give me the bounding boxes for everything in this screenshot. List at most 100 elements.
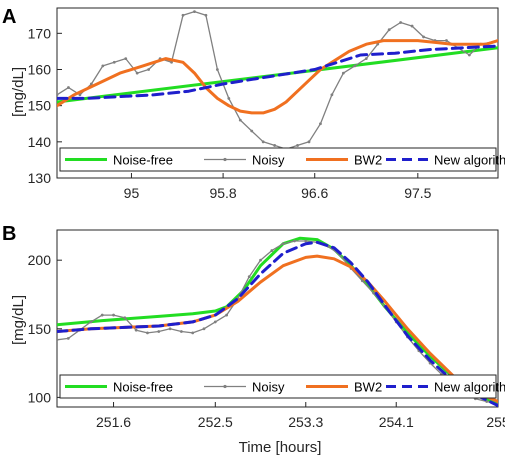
panel-a-noisy-point — [467, 53, 471, 57]
panel-b-legend-label-new-algorithm: New algorithm — [434, 380, 505, 395]
panel-a-noisy-point — [147, 68, 151, 71]
panel-b-noisy-point — [191, 331, 195, 335]
panel-b-noisy-point — [112, 313, 115, 317]
panel-b-noisy-point — [57, 338, 59, 342]
panel-b-noisy-point — [372, 291, 376, 295]
panel-b-series-noise-free — [57, 236, 498, 406]
panel-a-noisy-point — [215, 68, 219, 71]
panel-b-legend-label-noise-free: Noise-free — [113, 380, 173, 395]
panel-a-xtick-label: 96.6 — [301, 185, 328, 201]
panel-b-ylabel: [mg/dL] — [10, 295, 27, 345]
panel-a-noisy-point — [422, 35, 425, 39]
panel-b-noisy-point — [293, 239, 296, 243]
panel-b-noisy-point — [485, 400, 489, 403]
panel-a-noisy-point — [364, 57, 368, 61]
panel-b-noisy-point — [134, 328, 138, 332]
panel-a-noisy-point — [57, 93, 59, 97]
panel-b-xtick-label: 252.5 — [198, 414, 233, 430]
panel-a-legend-box — [59, 147, 497, 172]
panel-b-noisy-point — [225, 313, 229, 317]
panel-b-legend-marker — [223, 384, 227, 389]
panel-a-legend-label-noisy: Noisy — [252, 153, 285, 168]
panel-a-xtick-label: 95 — [124, 185, 140, 201]
panel-b-noisy-point — [179, 330, 183, 333]
panel-a-ytick-label: 170 — [28, 25, 52, 41]
panel-b-ytick-label: 100 — [28, 389, 52, 405]
panel-a-noisy-point — [330, 93, 334, 97]
panel-a-ytick-label: 130 — [28, 170, 52, 186]
panel-a-legend-marker — [223, 157, 227, 162]
panel-b-noisy-point — [168, 327, 172, 331]
panel-a-noisy-point — [89, 82, 93, 86]
panel-a-noisy-point — [67, 86, 70, 89]
panel-a-noisy-point — [319, 122, 322, 126]
panel-a-ytick-label: 140 — [28, 134, 52, 150]
panel-b-series-new-algorithm — [57, 240, 498, 407]
panel-a-ylabel: [mg/dL] — [10, 67, 27, 117]
panel-b-noisy-point — [259, 258, 262, 262]
panel-a-noisy-point — [227, 97, 231, 100]
panel-a-noisy-point — [341, 71, 345, 75]
panel-b-noisy-point — [270, 249, 274, 252]
panel-b-ytick-label: 200 — [28, 252, 52, 268]
panel-a-noisy-point — [296, 144, 299, 147]
panel-a-noisy-point — [261, 140, 265, 144]
panel-a-legend-label-new-algorithm: New algorithm — [434, 153, 505, 168]
panel-b-axes-box — [56, 229, 499, 408]
panel-a-noisy-point — [78, 93, 82, 97]
panel-a-series-bw2 — [57, 39, 498, 115]
panel-a-noisy-point — [445, 39, 448, 42]
panel-a-xtick-label: 97.5 — [404, 185, 431, 201]
panel-a-series-noisy — [57, 10, 498, 150]
panel-b-legend-box — [59, 374, 497, 399]
panel-b-xtick-label: 254.1 — [379, 414, 414, 430]
panel-b-noisy-point — [89, 320, 93, 324]
panel-a-ytick-label: 150 — [28, 98, 52, 114]
panel-a-xtick-label: 95.8 — [209, 185, 236, 201]
panel-a-noisy-point — [250, 129, 254, 133]
panel-b-noisy-point — [146, 331, 149, 335]
panel-a-noisy-point — [135, 71, 139, 75]
panel-a-noisy-point — [112, 60, 116, 64]
panel-a-noisy-point — [353, 64, 357, 68]
panel-b-noisy-point — [213, 320, 217, 324]
panel-a-noisy-point — [399, 21, 403, 24]
panel-a-noisy-point — [387, 28, 391, 32]
panel-b-noisy-point — [100, 313, 104, 317]
panel-b-series-noisy — [57, 240, 498, 405]
panel-a-ytick-label: 160 — [28, 61, 52, 77]
panel-b-noisy-point — [247, 275, 251, 279]
panel-a-noisy-point — [307, 140, 311, 144]
panel-a-plot-area — [57, 10, 498, 151]
panel-b-noisy-point — [304, 239, 308, 243]
panel-a-noisy-point — [193, 10, 196, 14]
panel-a-axes-box — [56, 7, 499, 179]
panel-b-legend-label-noisy: Noisy — [252, 380, 285, 395]
panel-a-legend-label-bw2: BW2 — [354, 153, 382, 168]
panel-a-noisy-point — [124, 57, 128, 61]
panel-a-noisy-point — [170, 60, 173, 64]
panel-a-legend: Noise-free Noisy BW2 New algorithm — [59, 147, 505, 172]
panel-b-noisy-point — [360, 279, 364, 283]
panel-a-noisy-point — [204, 13, 208, 17]
panel-b-noisy-point — [66, 336, 70, 340]
panel-a-noisy-point — [238, 118, 242, 122]
panel-b-xtick-label: 255 — [486, 414, 505, 430]
panel-a-noisy-point — [410, 24, 414, 28]
x-axis-label: Time [hours] — [239, 439, 322, 456]
panel-a-legend-label-noise-free: Noise-free — [113, 153, 173, 168]
panel-b-noisy-point — [281, 242, 285, 246]
panel-a-noisy-point — [101, 64, 105, 68]
panel-b-noisy-point — [157, 330, 161, 333]
panel-b: 100 150 200 251.6 252.5 253.3 254.1 255 Noise-fr… — [28, 229, 505, 430]
panel-b-xtick-label: 253.3 — [288, 414, 323, 430]
panel-b-plot-area — [57, 236, 498, 407]
panel-a-noisy-point — [181, 13, 185, 17]
panel-label-b: B — [2, 223, 16, 245]
panel-a-noisy-point — [273, 144, 277, 147]
panel-a-series-noise-free — [57, 46, 498, 104]
panel-b-noisy-point — [123, 316, 127, 320]
panel-b-legend-label-bw2: BW2 — [354, 380, 382, 395]
